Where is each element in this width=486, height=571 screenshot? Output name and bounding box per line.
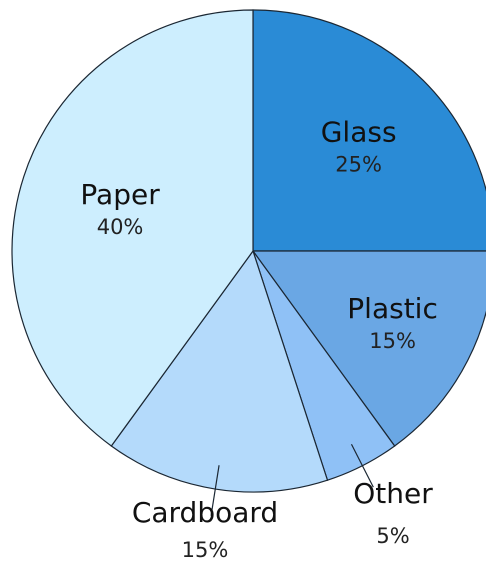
leader-line-cardboard: [210, 465, 220, 516]
slice-label-paper: Paper: [80, 178, 160, 211]
pie-slice-plastic: [251, 250, 486, 447]
slice-percent-cardboard: 15%: [182, 538, 229, 562]
pie-slice-glass: [252, 9, 486, 252]
leader-lines-layer: [210, 443, 374, 516]
slice-label-plastic: Plastic: [347, 292, 438, 325]
slice-label-other: Other: [353, 477, 433, 510]
slice-percent-other: 5%: [376, 524, 409, 548]
slices-layer: [11, 9, 486, 493]
slice-percent-paper: 40%: [97, 215, 144, 239]
pie-slice-paper: [11, 9, 254, 447]
slice-label-glass: Glass: [321, 115, 397, 148]
slice-label-cardboard: Cardboard: [132, 496, 278, 529]
labels-layer: Glass 25% Plastic 15% Other 5% Cardboard 15% Pap…: [80, 115, 437, 562]
leader-line-other: [350, 443, 374, 488]
slice-percent-glass: 25%: [335, 152, 382, 176]
slice-percent-plastic: 15%: [369, 329, 416, 353]
